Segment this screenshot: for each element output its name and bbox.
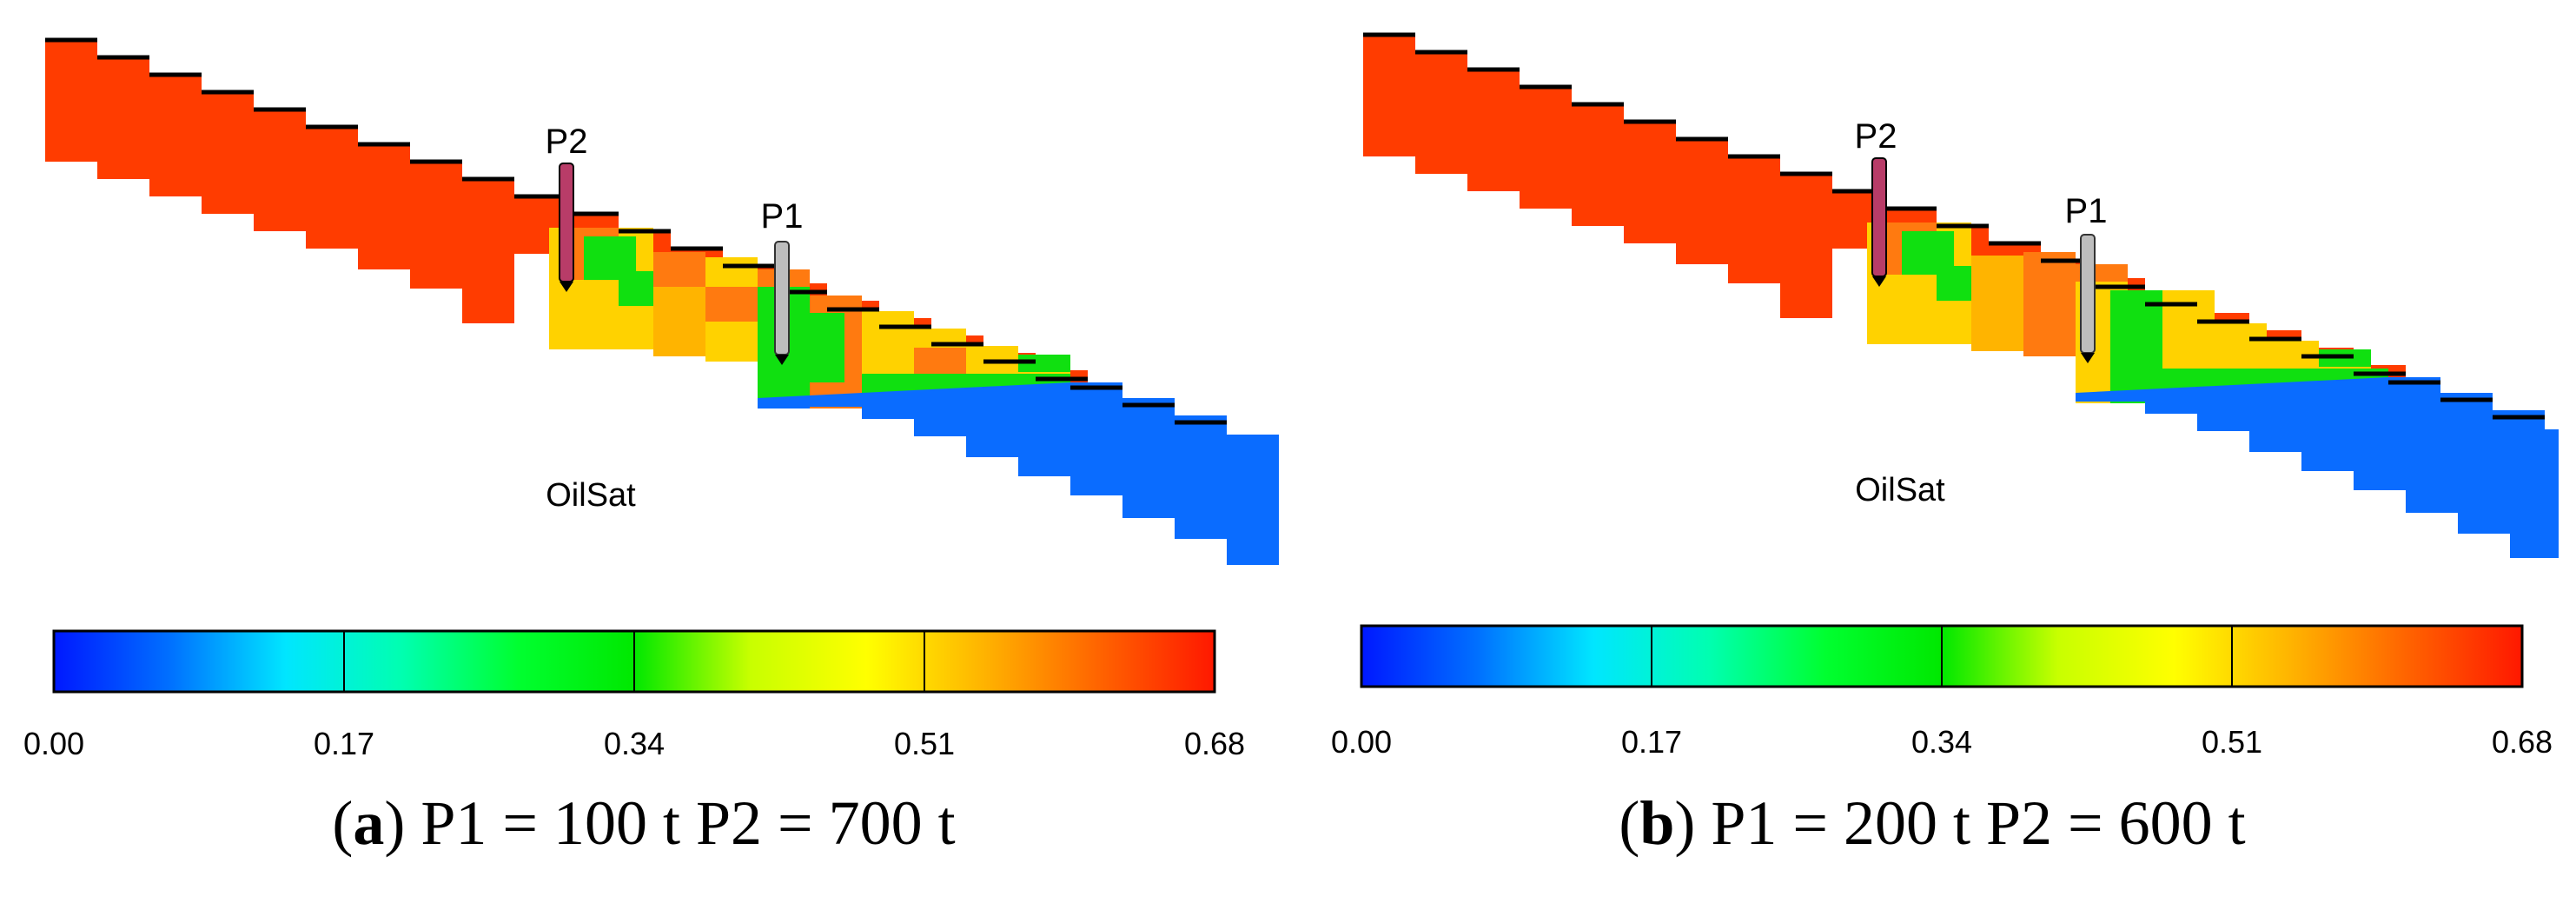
grid-step-edges: [45, 37, 1227, 425]
caption-text: P1 = 200 t P2 = 600 t: [1711, 788, 2246, 858]
colorbar-tick-label: 0.17: [314, 726, 374, 761]
colorbar-tick-label: 0.51: [2202, 724, 2262, 760]
caption-letter: a: [353, 788, 385, 858]
colorbar-tick-label: 0.17: [1621, 724, 1682, 760]
colorbar-tick-label: 0.68: [2492, 724, 2553, 760]
colorbar-tick-label: 0.68: [1184, 726, 1245, 761]
water-zone: [2076, 377, 2559, 558]
well-p2-label: P2: [1855, 117, 1897, 156]
colorbar: 0.00 0.17 0.34 0.51 0.68: [1331, 624, 2553, 760]
colorbar-tick-label: 0.34: [604, 726, 665, 761]
caption-a: (a) P1 = 100 t P2 = 700 t: [332, 788, 956, 858]
well-p2-label: P2: [546, 123, 588, 161]
saturation-map: [1363, 32, 2559, 558]
well-p2-tube: [559, 163, 574, 282]
colorbar-tick-label: 0.00: [1331, 724, 1392, 760]
saturation-map: [45, 37, 1279, 565]
well-p1-tip: [2081, 353, 2095, 363]
well-p2[interactable]: [1871, 157, 1887, 287]
well-p1-label: P1: [761, 197, 804, 236]
colorbar-tick-label: 0.34: [1911, 724, 1972, 760]
well-p2-tip: [560, 282, 573, 292]
well-p2-tube: [1871, 157, 1887, 277]
reservoir-figure-b: P2 P1 OilSat 0.00 0.17 0.34 0.51 0.68: [1331, 32, 2559, 760]
colorbar: 0.00 0.17 0.34 0.51 0.68: [23, 629, 1245, 761]
colorbar-tick-label: 0.00: [23, 726, 84, 761]
panel-b: P2 P1 OilSat 0.00 0.17 0.34 0.51 0.68 (b…: [1288, 0, 2576, 906]
caption-letter: b: [1639, 788, 1675, 858]
well-p1-tip: [775, 355, 789, 365]
well-p2-tip: [1872, 276, 1886, 287]
reservoir-figure-a: P2 P1 OilSat 0.00 0.17 0.34 0.51 0.68: [23, 37, 1279, 761]
water-zone: [758, 382, 1279, 565]
property-label: OilSat: [546, 477, 636, 514]
grid-step-edges: [1363, 32, 2545, 420]
well-p1[interactable]: [2080, 234, 2096, 363]
panel-a: P2 P1 OilSat 0.00 0.17 0.34 0.51 0.68 (a…: [0, 0, 1288, 906]
caption-text: P1 = 100 t P2 = 700 t: [421, 788, 956, 858]
well-p1-label: P1: [2065, 192, 2108, 230]
well-p1-tube: [2080, 234, 2096, 354]
colorbar-tick-label: 0.51: [894, 726, 955, 761]
well-p1-tube: [774, 241, 790, 355]
caption-b: (b) P1 = 200 t P2 = 600 t: [1619, 788, 2246, 858]
property-label: OilSat: [1855, 472, 1945, 508]
well-p2[interactable]: [559, 163, 574, 292]
well-p1[interactable]: [774, 241, 790, 365]
